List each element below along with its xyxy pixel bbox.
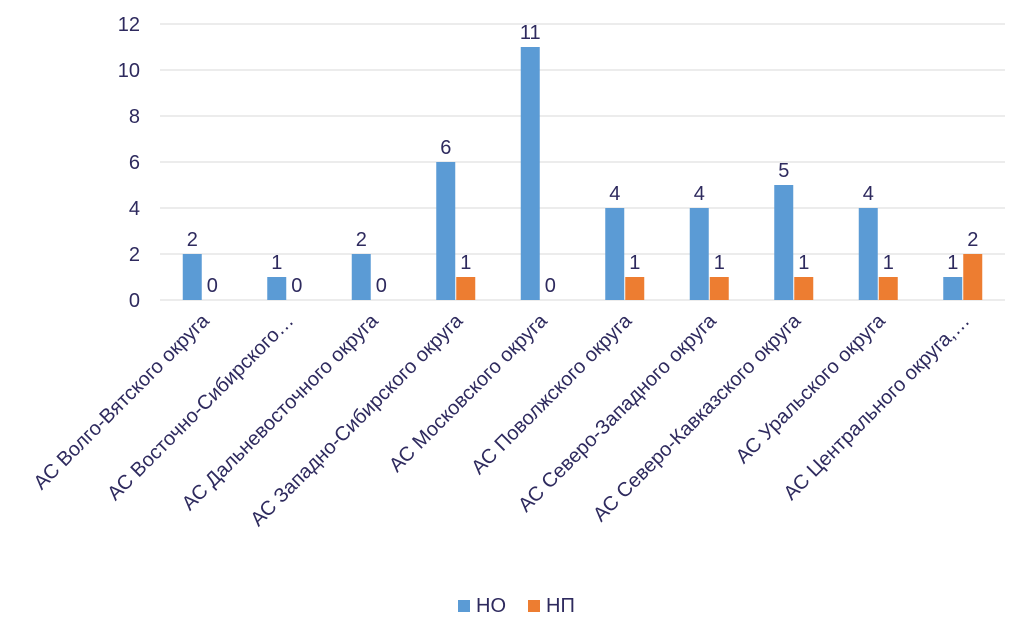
bar-НО bbox=[858, 208, 878, 300]
y-tick-label: 0 bbox=[129, 290, 140, 312]
data-label: 5 bbox=[778, 160, 789, 182]
category-label: АС Уральского округа bbox=[732, 309, 891, 468]
bar-НП bbox=[456, 277, 476, 300]
data-label: 1 bbox=[883, 252, 894, 274]
category-label: АС Центрального округа,… bbox=[780, 310, 975, 505]
data-label: 2 bbox=[356, 229, 367, 251]
data-label: 4 bbox=[609, 183, 620, 205]
legend: НО НП bbox=[458, 595, 575, 617]
category-label: АС Поволжского округа bbox=[467, 309, 637, 479]
data-label: 1 bbox=[714, 252, 725, 274]
data-label: 1 bbox=[798, 252, 809, 274]
legend-label: НП bbox=[546, 595, 575, 617]
y-tick-label: 8 bbox=[129, 106, 140, 128]
data-label: 6 bbox=[440, 137, 451, 159]
data-label: 0 bbox=[207, 275, 218, 297]
category-label: АС Волго-Вятского округа bbox=[30, 309, 215, 494]
legend-label: НО bbox=[476, 595, 506, 617]
bar-НО bbox=[520, 47, 540, 300]
data-label: 4 bbox=[863, 183, 874, 205]
legend-swatch bbox=[528, 600, 540, 612]
data-label: 0 bbox=[545, 275, 556, 297]
bar-НП bbox=[709, 277, 729, 300]
data-label: 4 bbox=[694, 183, 705, 205]
data-label: 1 bbox=[271, 252, 282, 274]
y-tick-label: 12 bbox=[118, 14, 140, 36]
y-axis-ticks: 0 2 4 6 8 10 12 bbox=[118, 14, 140, 312]
bar-НО bbox=[605, 208, 625, 300]
category-label: АС Московского округа bbox=[385, 309, 552, 476]
bars bbox=[182, 47, 983, 300]
y-tick-label: 2 bbox=[129, 244, 140, 266]
bar-НО bbox=[182, 254, 202, 300]
grid-lines bbox=[160, 23, 1005, 301]
data-label: 1 bbox=[460, 252, 471, 274]
data-label: 2 bbox=[967, 229, 978, 251]
y-tick-label: 4 bbox=[129, 198, 140, 220]
bar-НО bbox=[351, 254, 371, 300]
bar-НО bbox=[774, 185, 794, 300]
bar-НО bbox=[267, 277, 287, 300]
legend-swatch bbox=[458, 600, 470, 612]
data-label: 11 bbox=[520, 22, 541, 44]
data-label: 1 bbox=[629, 252, 640, 274]
bar-НП bbox=[625, 277, 645, 300]
y-tick-label: 6 bbox=[129, 152, 140, 174]
bar-НП bbox=[878, 277, 898, 300]
data-label: 0 bbox=[291, 275, 302, 297]
bar-НП bbox=[794, 277, 814, 300]
bar-НО bbox=[943, 277, 963, 300]
bar-НП bbox=[963, 254, 983, 300]
data-label: 0 bbox=[376, 275, 387, 297]
bar-НО bbox=[436, 162, 456, 300]
bar-НО bbox=[689, 208, 709, 300]
data-label: 1 bbox=[947, 252, 958, 274]
data-label: 2 bbox=[187, 229, 198, 251]
y-tick-label: 10 bbox=[118, 60, 140, 82]
